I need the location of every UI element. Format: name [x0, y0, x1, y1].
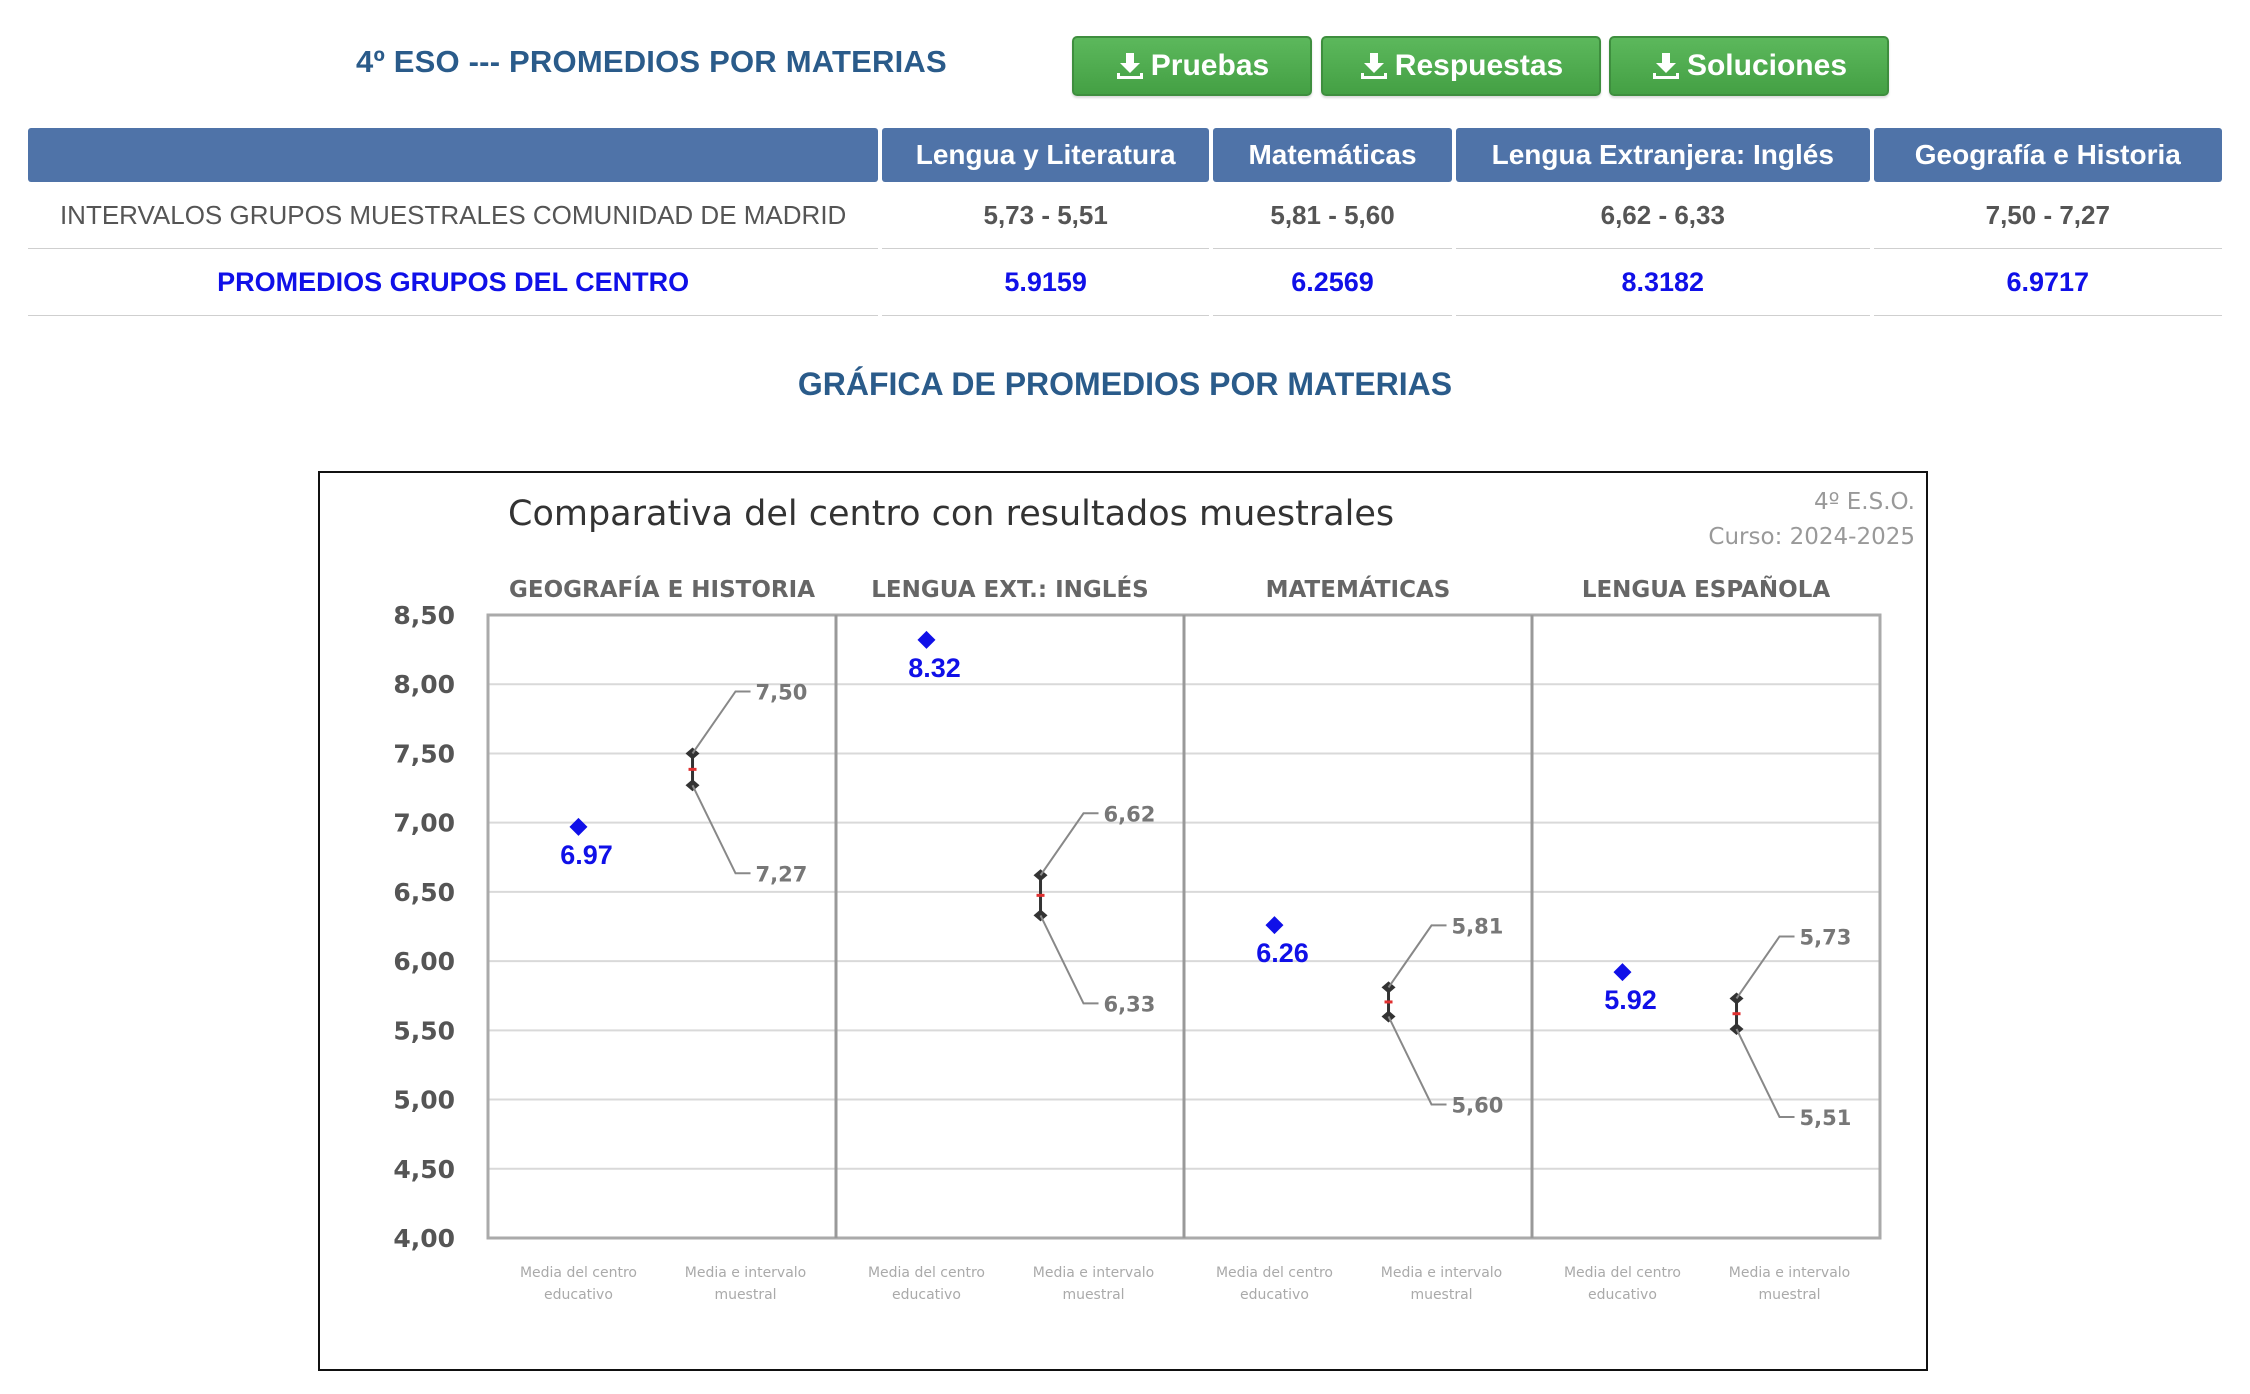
download-icon [1651, 51, 1681, 81]
y-tick-label: 6,50 [393, 878, 455, 907]
table-row: INTERVALOS GRUPOS MUESTRALES COMUNIDAD D… [28, 182, 2222, 249]
y-tick-label: 5,50 [393, 1016, 455, 1045]
soluciones-label: Soluciones [1686, 49, 1848, 82]
table-cell: 6,62 - 6,33 [1456, 182, 1870, 249]
x-sublabel: Media e intervalo [1729, 1265, 1851, 1281]
center-mean-point [1613, 963, 1632, 982]
chart-subtitle: 4º E.S.O. [1814, 489, 1915, 515]
chart-heading: GRÁFICA DE PROMEDIOS POR MATERIAS [797, 366, 1453, 402]
interval-high-label: 5,73 [1800, 925, 1852, 949]
x-sublabel: educativo [1240, 1287, 1309, 1303]
table-cell: 6.9717 [1873, 249, 2222, 316]
y-tick-label: 7,50 [393, 739, 455, 768]
interval-high-label: 6,62 [1104, 802, 1156, 826]
table-header-row: Lengua y Literatura Matemáticas Lengua E… [28, 128, 2222, 182]
x-sublabel: muestral [1758, 1287, 1820, 1303]
averages-table: Lengua y Literatura Matemáticas Lengua E… [24, 128, 2226, 316]
interval-low-label: 5,60 [1452, 1093, 1504, 1117]
low-leader-line [691, 784, 751, 875]
y-tick-label: 6,00 [393, 947, 455, 976]
x-sublabel: muestral [1410, 1287, 1472, 1303]
panel-title: LENGUA ESPAÑOLA [1582, 575, 1831, 603]
header-ingles: Lengua Extranjera: Inglés [1456, 128, 1870, 182]
header-empty [28, 128, 879, 182]
center-value-label: 6.97 [560, 840, 613, 870]
interval-low-label: 6,33 [1104, 992, 1156, 1016]
x-sublabel: educativo [892, 1287, 961, 1303]
header-matematicas: Matemáticas [1213, 128, 1453, 182]
pruebas-label: Pruebas [1150, 49, 1270, 82]
table-cell: 7,50 - 7,27 [1873, 182, 2222, 249]
x-sublabel: Media e intervalo [1033, 1265, 1155, 1281]
y-tick-label: 4,50 [393, 1155, 455, 1184]
header-lengua-literatura: Lengua y Literatura [882, 128, 1210, 182]
header-geografia: Geografía e Historia [1873, 128, 2222, 182]
chart-subtitle: Curso: 2024-2025 [1708, 524, 1915, 550]
x-sublabel: Media del centro [520, 1265, 637, 1281]
center-mean-point [569, 817, 588, 836]
center-mean-point [917, 630, 936, 649]
x-sublabel: Media del centro [1564, 1265, 1681, 1281]
respuestas-label: Respuestas [1394, 49, 1564, 82]
center-mean-point [1265, 916, 1284, 935]
x-sublabel: Media e intervalo [685, 1265, 807, 1281]
low-leader-line [1387, 1016, 1447, 1106]
y-tick-label: 4,00 [393, 1224, 455, 1253]
panel-title: MATEMÁTICAS [1266, 575, 1451, 603]
table-cell: 5,73 - 5,51 [882, 182, 1210, 249]
x-sublabel: educativo [544, 1287, 613, 1303]
high-leader-line [1039, 812, 1099, 876]
low-leader-line [1039, 914, 1099, 1005]
x-sublabel: muestral [714, 1287, 776, 1303]
x-sublabel: Media e intervalo [1381, 1265, 1503, 1281]
table-cell: 5,81 - 5,60 [1213, 182, 1453, 249]
row-label: PROMEDIOS GRUPOS DEL CENTRO [28, 249, 879, 316]
center-value-label: 8.32 [908, 653, 961, 683]
comparison-chart: Comparativa del centro con resultados mu… [318, 471, 1928, 1371]
table-cell: 8.3182 [1456, 249, 1870, 316]
interval-low-label: 5,51 [1800, 1106, 1852, 1130]
table-row: PROMEDIOS GRUPOS DEL CENTRO 5.9159 6.256… [28, 249, 2222, 316]
row-label: INTERVALOS GRUPOS MUESTRALES COMUNIDAD D… [28, 182, 879, 249]
high-leader-line [1735, 935, 1795, 1000]
y-tick-label: 8,00 [393, 670, 455, 699]
y-tick-label: 7,00 [393, 809, 455, 838]
x-sublabel: educativo [1588, 1287, 1657, 1303]
download-icon [1359, 51, 1389, 81]
chart-svg: Comparativa del centro con resultados mu… [393, 489, 1915, 1303]
interval-low-label: 7,27 [756, 862, 808, 886]
interval-high-label: 7,50 [756, 680, 808, 704]
low-leader-line [1735, 1028, 1795, 1118]
interval-low-marker [685, 779, 700, 792]
page-title: 4º ESO --- PROMEDIOS POR MATERIAS [356, 44, 947, 79]
pruebas-download-button[interactable]: Pruebas [1072, 36, 1312, 96]
high-leader-line [1387, 924, 1447, 988]
panel-title: GEOGRAFÍA E HISTORIA [509, 575, 815, 603]
x-sublabel: Media del centro [868, 1265, 985, 1281]
soluciones-download-button[interactable]: Soluciones [1609, 36, 1889, 96]
center-value-label: 6.26 [1256, 938, 1309, 968]
download-icon [1115, 51, 1145, 81]
chart-title: Comparativa del centro con resultados mu… [508, 494, 1394, 534]
center-value-label: 5.92 [1604, 985, 1657, 1015]
y-tick-label: 8,50 [393, 601, 455, 630]
high-leader-line [691, 690, 751, 755]
x-sublabel: Media del centro [1216, 1265, 1333, 1281]
panel-title: LENGUA EXT.: INGLÉS [871, 575, 1148, 603]
x-sublabel: muestral [1062, 1287, 1124, 1303]
respuestas-download-button[interactable]: Respuestas [1321, 36, 1601, 96]
y-tick-label: 5,00 [393, 1086, 455, 1115]
table-cell: 5.9159 [882, 249, 1210, 316]
table-cell: 6.2569 [1213, 249, 1453, 316]
interval-high-label: 5,81 [1452, 914, 1504, 938]
